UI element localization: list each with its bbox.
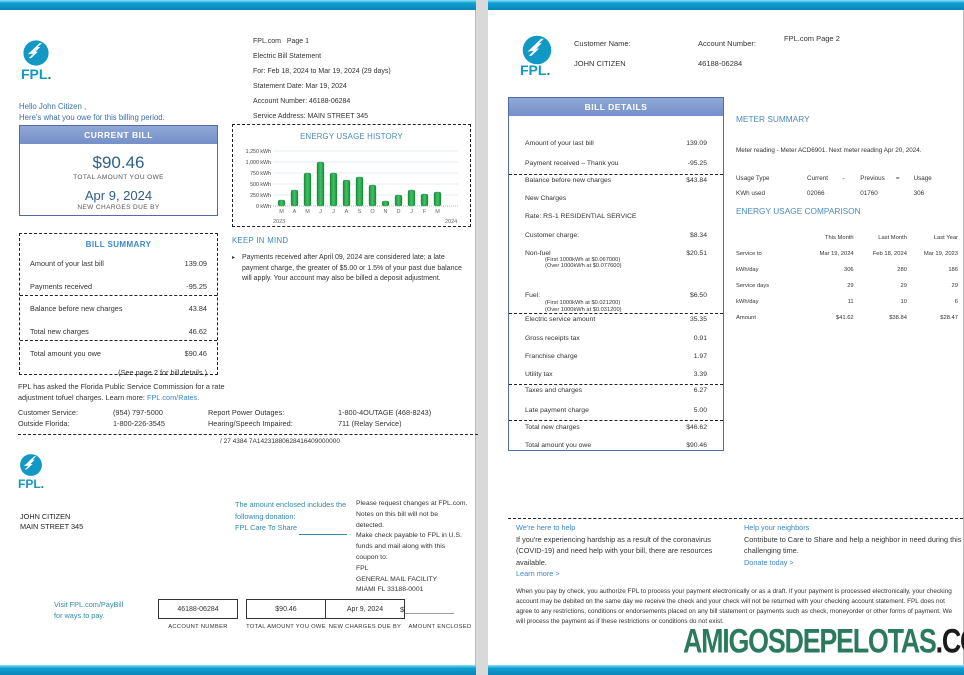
svg-text:A: A: [293, 209, 297, 215]
svg-text:2023: 2023: [273, 219, 285, 225]
svg-text:S: S: [358, 209, 362, 215]
svg-text:J: J: [410, 209, 413, 215]
svg-text:250 kWh: 250 kWh: [250, 193, 271, 199]
svg-text:A: A: [345, 209, 349, 215]
svg-text:0 kWh: 0 kWh: [256, 204, 271, 210]
svg-text:1,250 kWh: 1,250 kWh: [246, 149, 271, 155]
svg-text:N: N: [384, 209, 388, 215]
svg-text:M: M: [305, 209, 310, 215]
svg-text:500 kWh: 500 kWh: [250, 182, 271, 188]
svg-text:M: M: [279, 209, 284, 215]
svg-text:D: D: [397, 209, 401, 215]
svg-text:750 kWh: 750 kWh: [250, 171, 271, 177]
svg-text:F: F: [423, 209, 427, 215]
svg-text:J: J: [332, 209, 335, 215]
svg-text:2024: 2024: [445, 219, 457, 225]
svg-text:1,000 kWh: 1,000 kWh: [246, 160, 271, 166]
svg-text:J: J: [319, 209, 322, 215]
svg-text:M: M: [435, 209, 440, 215]
svg-text:O: O: [370, 209, 375, 215]
